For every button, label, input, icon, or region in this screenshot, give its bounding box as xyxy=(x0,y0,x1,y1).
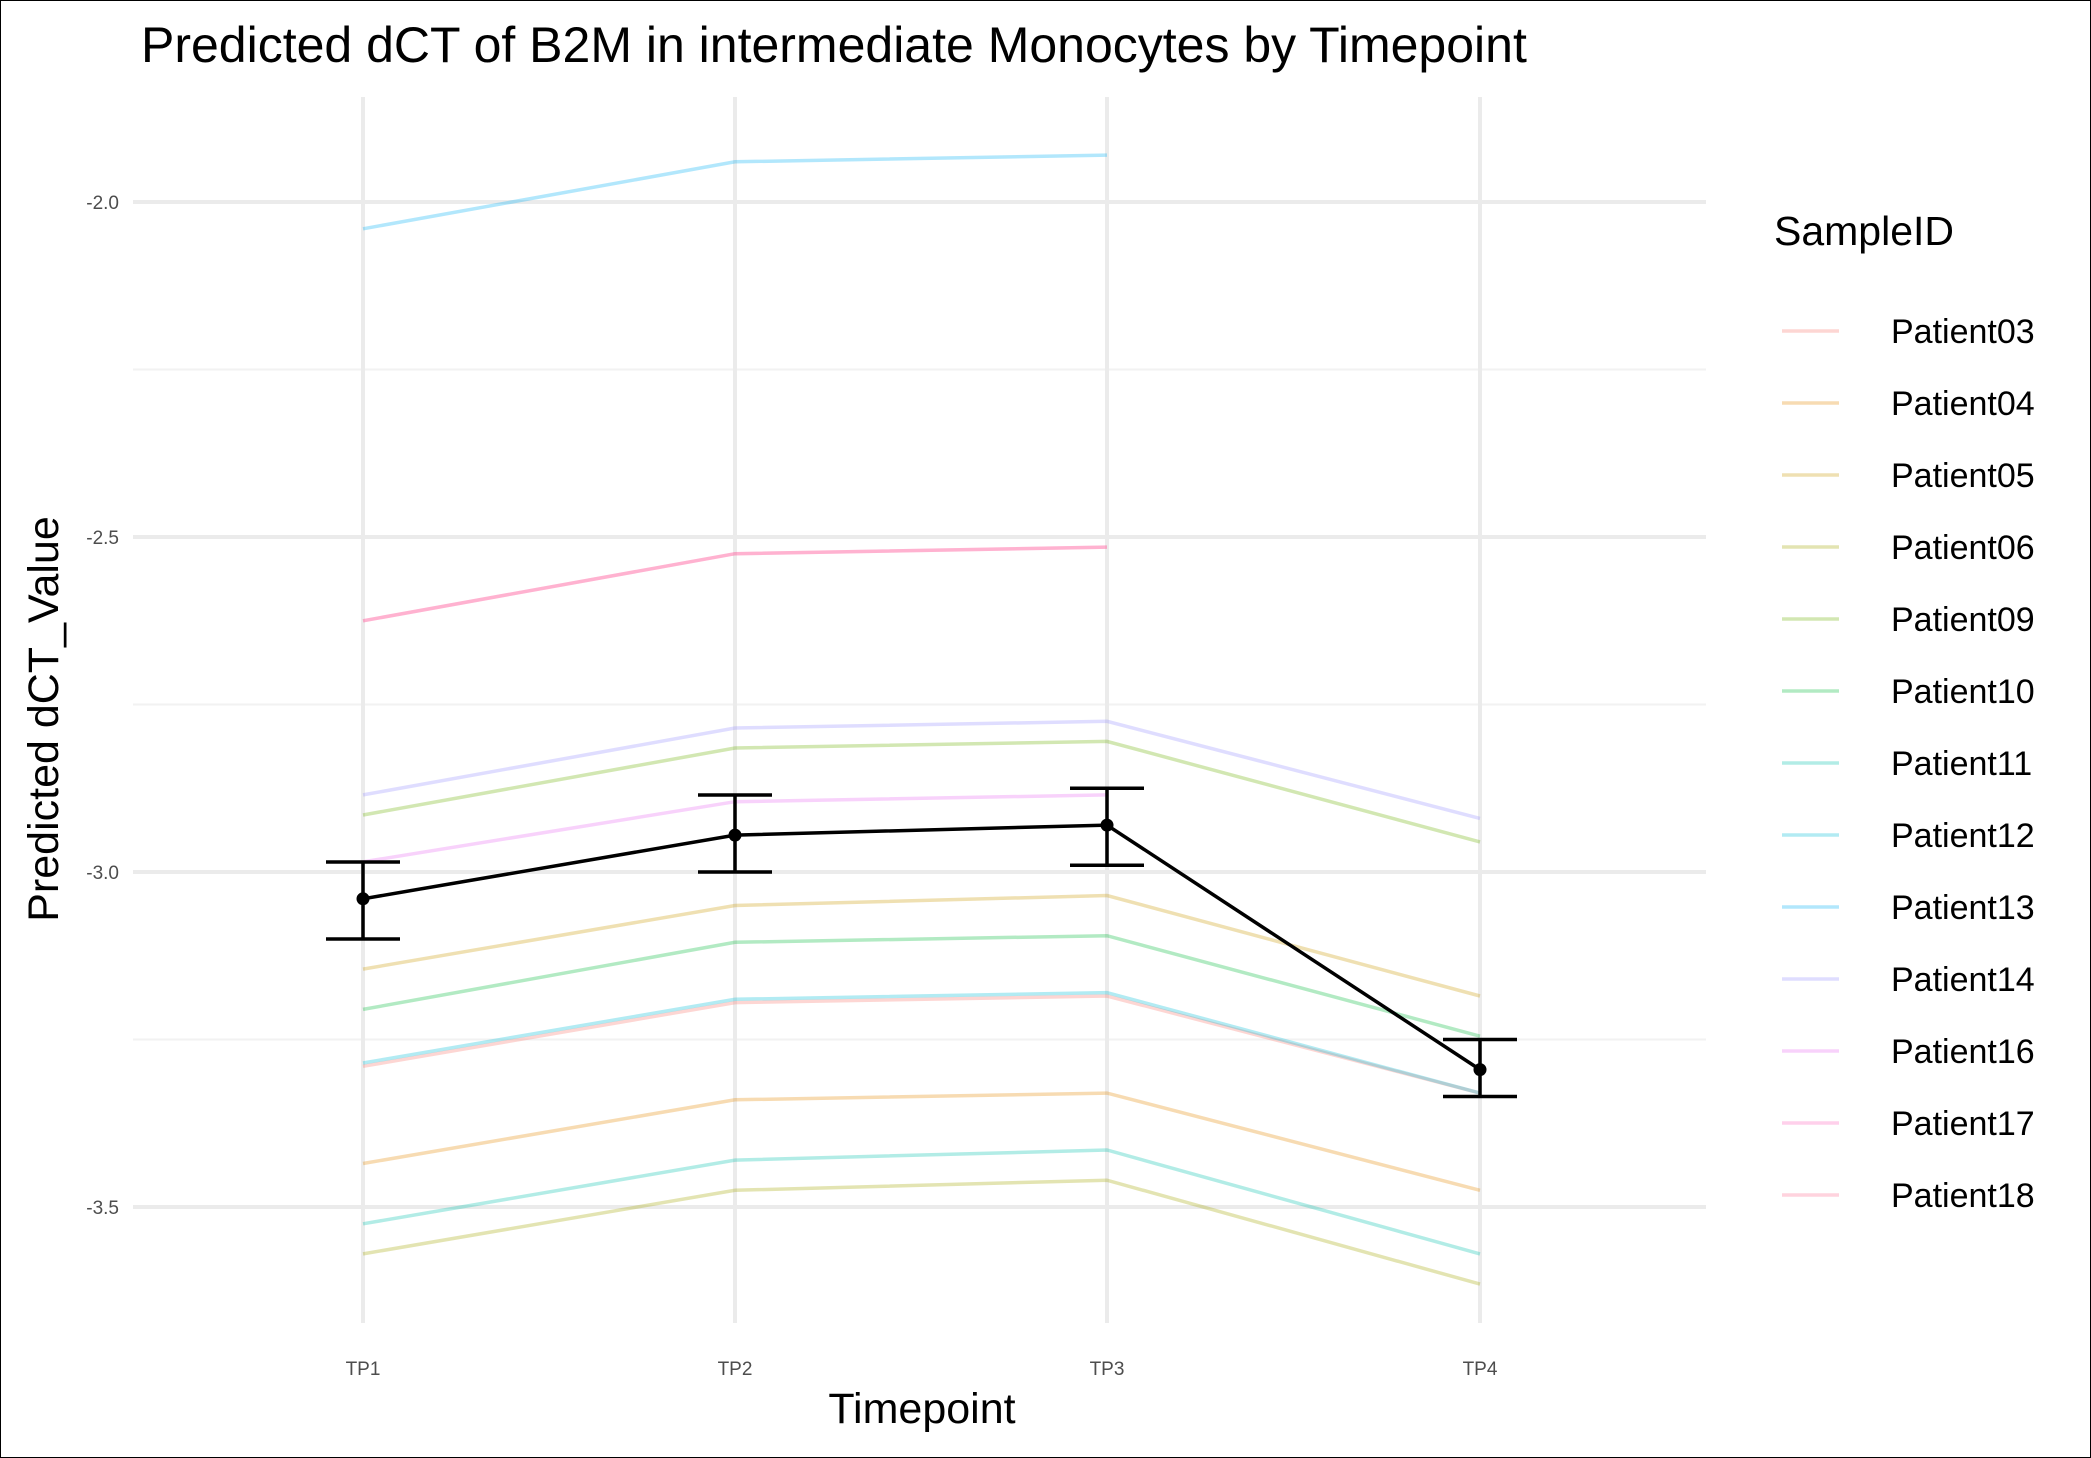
mean-point xyxy=(356,892,370,906)
x-tick-label: TP1 xyxy=(346,1359,381,1380)
grid xyxy=(133,97,1706,1323)
legend-label-patient04: Patient04 xyxy=(1891,385,2035,423)
chart-title: Predicted dCT of B2M in intermediate Mon… xyxy=(141,17,1527,73)
legend-label-patient03: Patient03 xyxy=(1891,313,2035,351)
legend-title: SampleID xyxy=(1774,208,1954,254)
series-line-patient10 xyxy=(362,933,1481,1038)
y-axis-title: Predicted dCT_Value xyxy=(20,516,68,922)
legend-items: Patient03 Patient04 Patient05 Patient06 Pati… xyxy=(1782,313,2035,1215)
legend-label-patient09: Patient09 xyxy=(1891,601,2035,639)
series-line-patient04 xyxy=(362,1091,1481,1192)
legend-label-patient06: Patient06 xyxy=(1891,529,2035,567)
y-axis-ticks: -3.5 -3.0 -2.5 -2.0 xyxy=(86,193,119,1219)
legend-label-patient11: Patient11 xyxy=(1891,745,2032,783)
mean-point xyxy=(1100,818,1114,832)
series-line-patient14 xyxy=(362,719,1481,821)
legend-label-patient13: Patient13 xyxy=(1891,889,2035,927)
series-line-patient06 xyxy=(362,1178,1481,1286)
y-tick-label: -3.5 xyxy=(86,1198,119,1219)
mean-point xyxy=(728,828,742,842)
y-tick-label: -3.0 xyxy=(86,863,119,884)
patient-series xyxy=(362,153,1481,1286)
y-tick-label: -2.0 xyxy=(86,193,119,214)
series-line-patient18 xyxy=(362,545,1108,623)
series-line-patient13 xyxy=(362,153,1108,231)
legend-label-patient10: Patient10 xyxy=(1891,673,2035,711)
legend: SampleID Patient03Patient04Patient05Pati… xyxy=(1774,208,2035,1215)
mean-point xyxy=(1473,1063,1487,1077)
legend-label-patient16: Patient16 xyxy=(1891,1033,2035,1071)
series-line-patient03 xyxy=(362,994,1481,1095)
x-tick-label: TP3 xyxy=(1090,1359,1125,1380)
x-axis-title: Timepoint xyxy=(828,1385,1015,1433)
mean-line xyxy=(362,823,1481,1072)
x-axis-ticks: TP1 TP2 TP3 TP4 xyxy=(346,1359,1498,1380)
x-tick-label: TP2 xyxy=(718,1359,753,1380)
series-line-patient11 xyxy=(362,1148,1481,1256)
legend-label-patient12: Patient12 xyxy=(1891,817,2035,855)
legend-label-patient17: Patient17 xyxy=(1891,1105,2035,1143)
series-line-patient09 xyxy=(362,739,1481,844)
legend-label-patient18: Patient18 xyxy=(1891,1177,2035,1215)
x-tick-label: TP4 xyxy=(1463,1359,1498,1380)
legend-label-patient05: Patient05 xyxy=(1891,457,2035,495)
series-line-patient12 xyxy=(362,990,1481,1095)
series-line-patient17 xyxy=(362,545,1108,623)
y-tick-label: -2.5 xyxy=(86,528,119,549)
legend-label-patient14: Patient14 xyxy=(1891,961,2035,999)
mean-series xyxy=(326,786,1517,1099)
